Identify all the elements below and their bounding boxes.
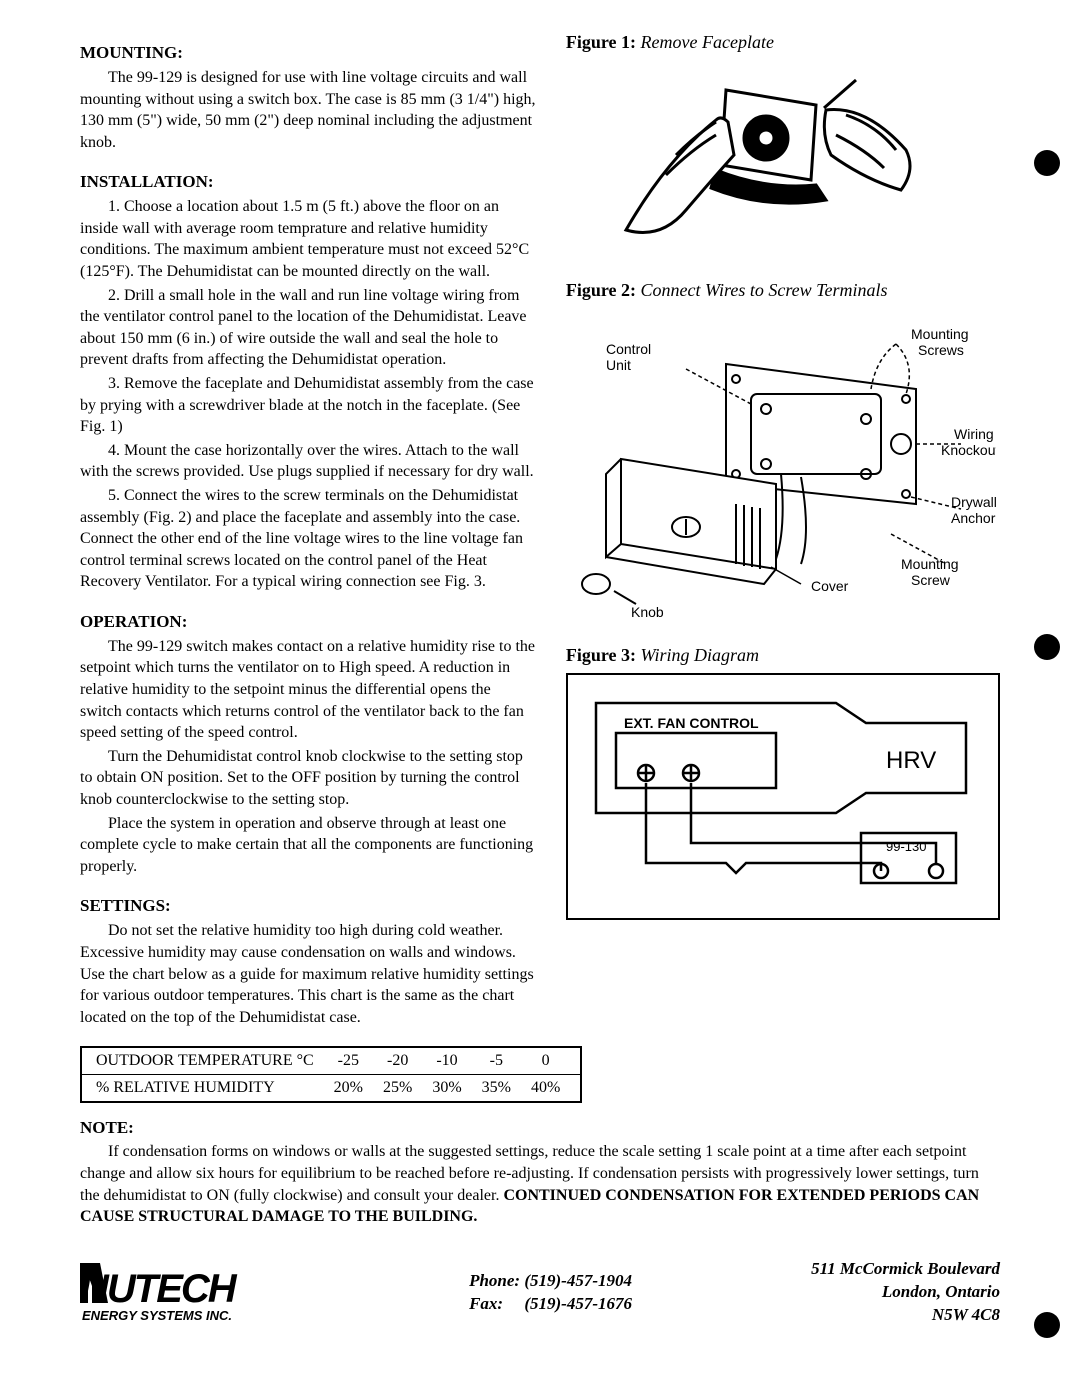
figure-2: Figure 2: Connect Wires to Screw Termina… (566, 278, 1000, 625)
settings-p1: Do not set the relative humidity too hig… (80, 920, 536, 1028)
chart-val-4: 40% (521, 1074, 581, 1101)
contact-block: Phone: (519)-457-1904 Fax: (519)-457-167… (469, 1270, 632, 1316)
logo-top-text: NUTECH (80, 1267, 238, 1311)
settings-heading: SETTINGS: (80, 895, 536, 918)
mounting-p1: The 99-129 is designed for use with line… (80, 67, 536, 153)
chart-col-3: -5 (472, 1047, 521, 1074)
left-column: MOUNTING: The 99-129 is designed for use… (80, 30, 536, 1030)
fig3-illustration: EXT. FAN CONTROL HRV 99-130 (576, 683, 976, 903)
fig2-label-wiring-knockout: WiringKnockout (941, 426, 996, 458)
address-block: 511 McCormick Boulevard London, Ontario … (811, 1258, 1000, 1327)
phone-label: Phone: (469, 1271, 520, 1290)
fig2-illustration: ControlUnit MountingScrews WiringKnockou… (566, 309, 996, 619)
fig1-label: Figure 1: (566, 32, 636, 52)
addr-line-2: London, Ontario (811, 1281, 1000, 1304)
chart-val-0: 20% (324, 1074, 373, 1101)
installation-p5: 5. Connect the wires to the screw termin… (80, 485, 536, 593)
company-logo: NUTECH ENERGY SYSTEMS INC. (80, 1258, 290, 1328)
installation-p3: 3. Remove the faceplate and Dehumidistat… (80, 373, 536, 438)
fig2-label-mounting-screw: MountingScrew (901, 556, 959, 588)
fig3-title: Wiring Diagram (641, 645, 760, 665)
chart-col-1: -20 (373, 1047, 422, 1074)
addr-line-1: 511 McCormick Boulevard (811, 1258, 1000, 1281)
punch-dot-icon (1034, 150, 1060, 176)
punch-dot-icon (1034, 634, 1060, 660)
right-column: Figure 1: Remove Faceplate (566, 30, 1000, 1030)
installation-p4: 4. Mount the case horizontally over the … (80, 440, 536, 483)
fig3-label: Figure 3: (566, 645, 636, 665)
chart-col-2: -10 (422, 1047, 471, 1074)
fax-number: (519)-457-1676 (524, 1294, 632, 1313)
installation-p2: 2. Drill a small hole in the wall and ru… (80, 285, 536, 371)
chart-row2-label: % RELATIVE HUMIDITY (81, 1074, 324, 1101)
note-block: NOTE: If condensation forms on windows o… (80, 1117, 1000, 1228)
fax-label: Fax: (469, 1294, 503, 1313)
fig2-label-drywall-anchor: DrywallAnchor (951, 494, 996, 526)
operation-p1: The 99-129 switch makes contact on a rel… (80, 636, 536, 744)
humidity-chart-table: OUTDOOR TEMPERATURE °C -25 -20 -10 -5 0 … (80, 1046, 582, 1102)
fig1-illustration (566, 60, 946, 260)
chart-val-1: 25% (373, 1074, 422, 1101)
mounting-heading: MOUNTING: (80, 42, 536, 65)
logo-bottom-text: ENERGY SYSTEMS INC. (82, 1308, 232, 1323)
installation-heading: INSTALLATION: (80, 171, 536, 194)
fig3-label-hrv: HRV (886, 747, 936, 774)
figure-1: Figure 1: Remove Faceplate (566, 30, 1000, 260)
fig2-label: Figure 2: (566, 280, 636, 300)
figure-3: Figure 3: Wiring Diagram (566, 643, 1000, 920)
chart-val-3: 35% (472, 1074, 521, 1101)
fig2-label-control-unit: ControlUnit (606, 341, 651, 373)
fig2-title: Connect Wires to Screw Terminals (641, 280, 888, 300)
fig3-label-box: 99-130 (886, 839, 926, 854)
chart-val-2: 30% (422, 1074, 471, 1101)
table-row: OUTDOOR TEMPERATURE °C -25 -20 -10 -5 0 (81, 1047, 581, 1074)
phone-number: (519)-457-1904 (524, 1271, 632, 1290)
fig2-label-cover: Cover (811, 578, 849, 594)
chart-col-4: 0 (521, 1047, 581, 1074)
chart-row1-label: OUTDOOR TEMPERATURE °C (81, 1047, 324, 1074)
fig3-label-extfan: EXT. FAN CONTROL (624, 715, 759, 731)
table-row: % RELATIVE HUMIDITY 20% 25% 30% 35% 40% (81, 1074, 581, 1101)
punch-dot-icon (1034, 1312, 1060, 1338)
installation-p1: 1. Choose a location about 1.5 m (5 ft.)… (80, 196, 536, 282)
note-heading: NOTE: (80, 1117, 1000, 1140)
addr-line-3: N5W 4C8 (811, 1304, 1000, 1327)
fig1-title: Remove Faceplate (641, 32, 774, 52)
chart-col-0: -25 (324, 1047, 373, 1074)
fig2-label-mounting-screws: MountingScrews (911, 326, 969, 358)
operation-heading: OPERATION: (80, 611, 536, 634)
operation-p2: Turn the Dehumidistat control knob clock… (80, 746, 536, 811)
note-p1: If condensation forms on windows or wall… (80, 1141, 1000, 1227)
fig2-label-knob: Knob (631, 604, 664, 619)
operation-p3: Place the system in operation and observ… (80, 813, 536, 878)
footer: NUTECH ENERGY SYSTEMS INC. Phone: (519)-… (80, 1258, 1000, 1328)
